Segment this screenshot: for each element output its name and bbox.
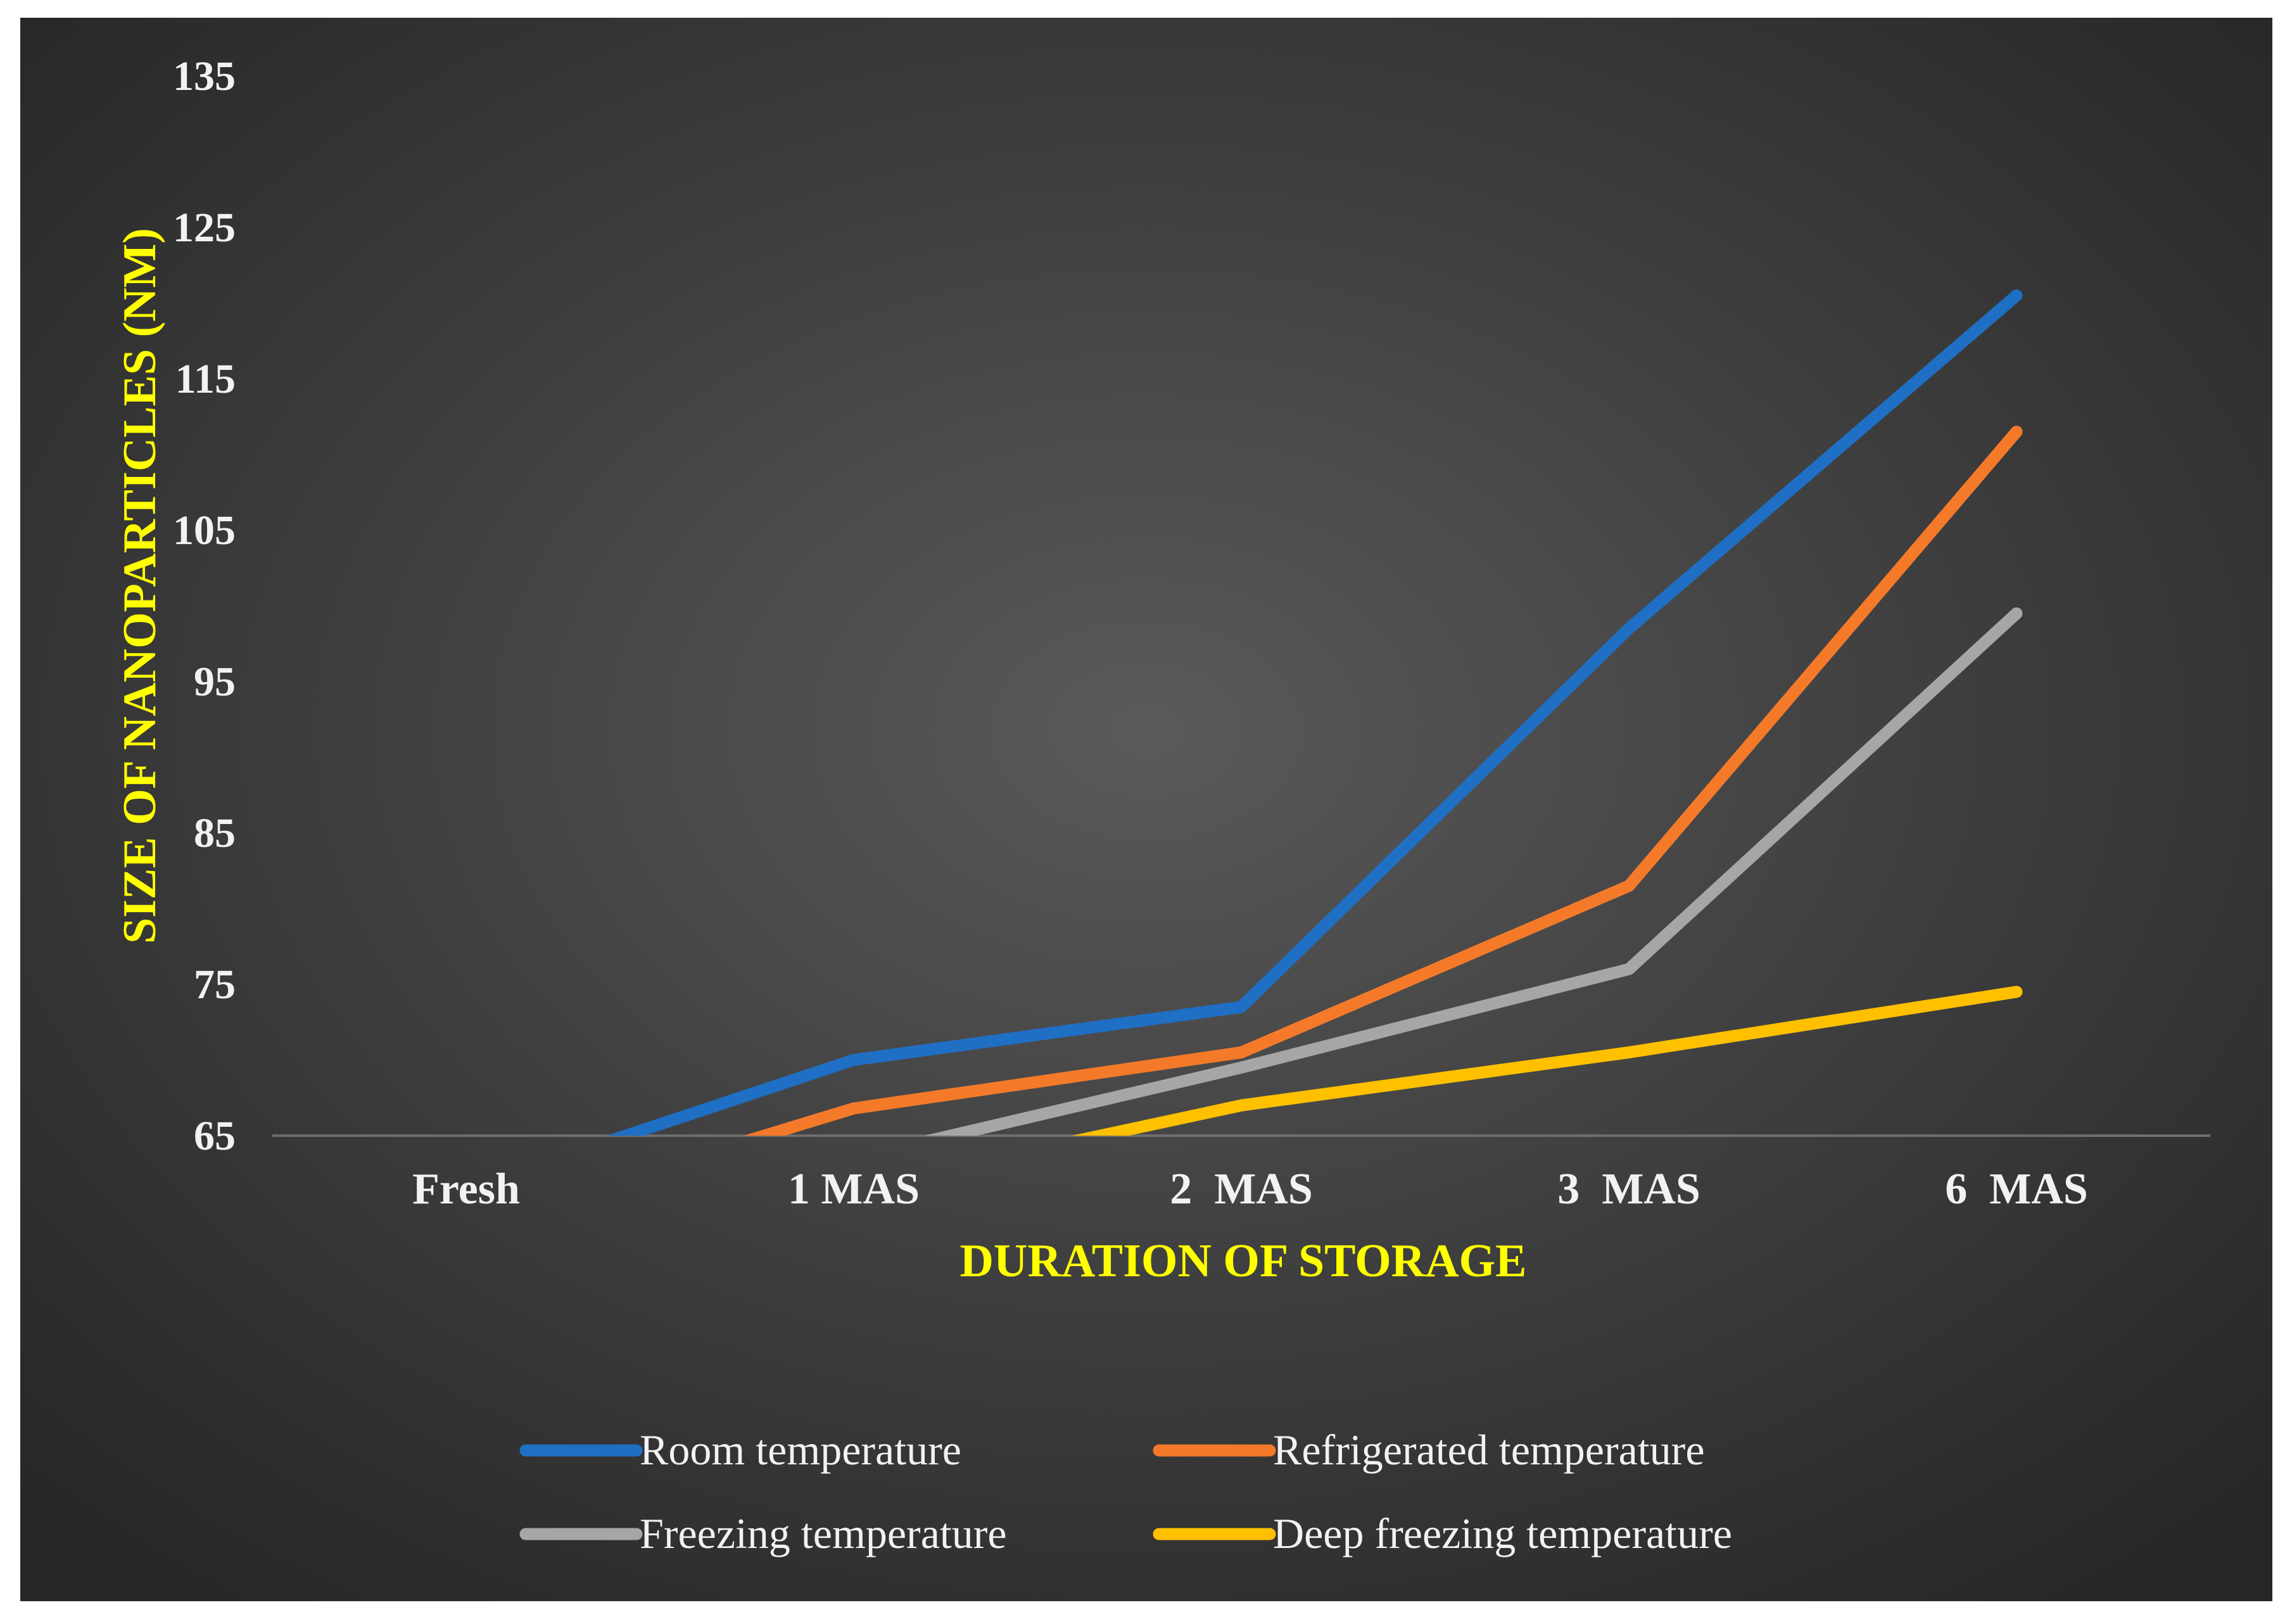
- legend: Room temperature Refrigerated temperature…: [519, 1426, 1732, 1557]
- x-tick-label: 3 MAS: [1557, 1165, 1700, 1214]
- chart-background: [20, 18, 2272, 1601]
- x-tick-label: 2 MAS: [1170, 1165, 1313, 1214]
- x-axis-title: DURATION OF STORAGE: [960, 1235, 1527, 1287]
- series-line: [924, 607, 2023, 1136]
- series-line: [744, 426, 2023, 1136]
- legend-item: Deep freezing temperature: [1153, 1509, 1732, 1557]
- y-axis-title: SIZE OF NANOPARTICLES (NM): [114, 228, 166, 944]
- y-tick-label: 95: [194, 659, 236, 705]
- y-tick-label: 125: [173, 205, 236, 251]
- y-tick-label: 75: [194, 961, 236, 1008]
- y-tick-label: 115: [175, 356, 236, 402]
- y-tick-label: 135: [173, 53, 236, 99]
- y-axis-ticks: 65 75 85 95 105 115 125 135: [173, 53, 236, 1159]
- series-lines: [606, 289, 2023, 1136]
- legend-label: Room temperature: [640, 1426, 961, 1474]
- y-tick-label: 105: [173, 507, 236, 554]
- legend-label: Refrigerated temperature: [1273, 1426, 1705, 1474]
- series-line: [606, 289, 2023, 1136]
- x-tick-label: 1 MAS: [788, 1165, 920, 1214]
- y-tick-label: 85: [194, 810, 236, 856]
- legend-item: Refrigerated temperature: [1153, 1426, 1705, 1474]
- legend-item: Freezing temperature: [519, 1509, 1007, 1557]
- x-axis-ticks: Fresh 1 MAS 2 MAS 3 MAS 6 MAS: [412, 1165, 2088, 1214]
- legend-label: Deep freezing temperature: [1273, 1509, 1732, 1557]
- x-tick-label: Fresh: [412, 1165, 520, 1214]
- series-line: [1072, 986, 2023, 1136]
- x-tick-label: 6 MAS: [1945, 1165, 2088, 1214]
- y-tick-label: 65: [194, 1113, 236, 1159]
- legend-label: Freezing temperature: [640, 1509, 1007, 1557]
- legend-item: Room temperature: [519, 1426, 961, 1474]
